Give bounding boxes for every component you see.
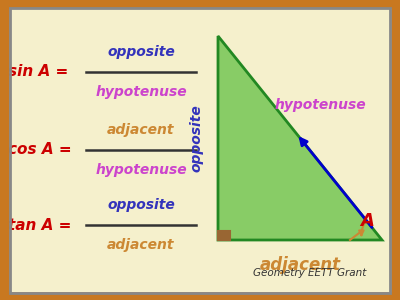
Text: hypotenuse: hypotenuse [95,164,187,177]
Text: sin A =: sin A = [8,64,68,80]
Text: Geometry EETT Grant: Geometry EETT Grant [253,268,367,278]
Text: adjacent: adjacent [107,123,175,136]
Text: adjacent: adjacent [107,238,175,252]
Text: hypotenuse: hypotenuse [95,85,187,99]
Text: adjacent: adjacent [260,256,340,274]
Text: cos A =: cos A = [8,142,72,158]
Bar [218,231,230,240]
Text: opposite: opposite [107,45,175,58]
Text: tan A =: tan A = [8,218,71,232]
Text: opposite: opposite [189,104,203,172]
Text: hypotenuse: hypotenuse [274,98,366,112]
Polygon shape [218,36,382,240]
Text: opposite: opposite [107,198,175,212]
Text: A: A [360,212,374,230]
